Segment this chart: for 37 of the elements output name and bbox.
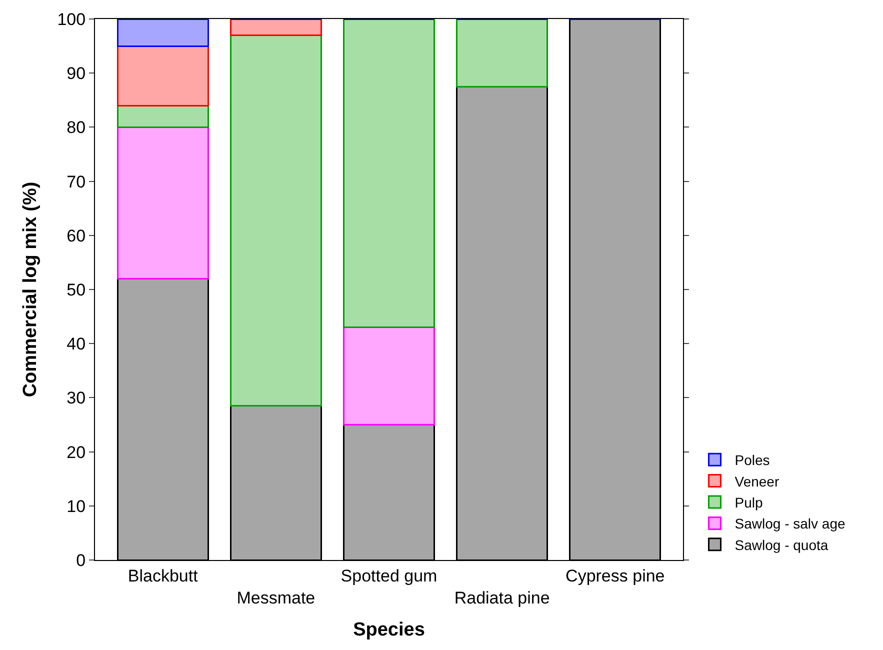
y-tick-label: 90 (66, 64, 86, 84)
x-tick-label: Messmate (236, 588, 316, 608)
y-tick-label: 10 (66, 496, 86, 516)
y-tick-label: 0 (76, 550, 86, 570)
y-tick-label: 80 (66, 118, 86, 138)
y-tick-label: 60 (66, 226, 86, 246)
y-tick-label: 20 (66, 442, 86, 462)
x-tick-label: Cypress pine (566, 566, 665, 586)
bar (343, 19, 435, 328)
legend-label: Pulp (734, 494, 763, 510)
y-tick-label: 100 (57, 10, 86, 29)
bar (116, 45, 209, 106)
bar (230, 34, 322, 407)
bar (569, 19, 662, 560)
y-tick-label: 70 (66, 172, 86, 192)
bar (116, 19, 209, 47)
bar (230, 405, 322, 560)
legend-label: Sawlog - quota (734, 536, 828, 553)
legend-label: Veneer (734, 473, 780, 490)
y-tick-label: 30 (66, 388, 86, 408)
x-tick-label: Radiata pine (454, 588, 550, 608)
y-tick-label: 40 (66, 334, 86, 354)
x-tick-label: Spotted gum (340, 566, 438, 586)
legend-label: Poles (734, 452, 770, 468)
bar (456, 86, 548, 560)
bar (343, 326, 435, 426)
y-axis-title: Commercial log mix (%) (20, 182, 42, 398)
bar (116, 126, 209, 280)
bar (116, 104, 209, 128)
x-axis-title: Species (353, 619, 425, 640)
bar (343, 424, 435, 560)
legend-label: Sawlog - salv age (734, 516, 846, 532)
bar (116, 278, 209, 560)
bar (230, 19, 322, 36)
x-tick-label: Blackbutt (128, 566, 198, 586)
y-tick-label: 50 (66, 280, 86, 300)
bar (456, 19, 548, 88)
